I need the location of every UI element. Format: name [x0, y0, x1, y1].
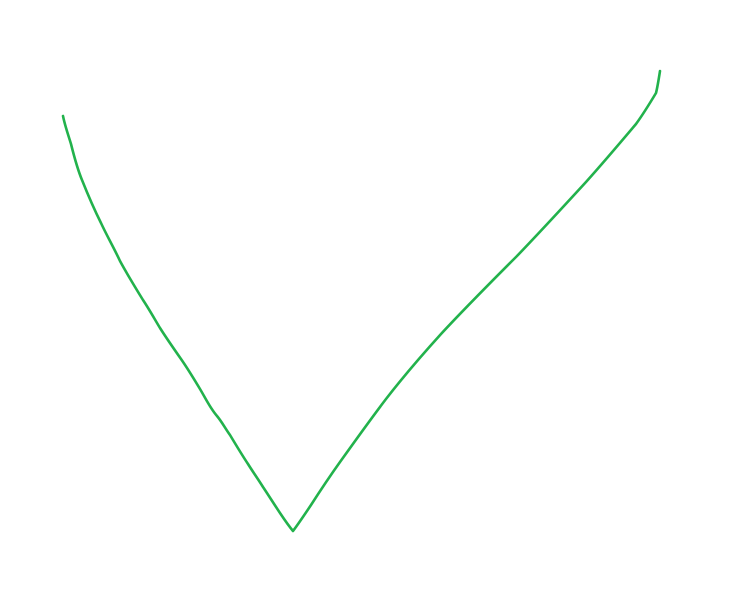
checkmark-stroke — [61, 69, 662, 533]
